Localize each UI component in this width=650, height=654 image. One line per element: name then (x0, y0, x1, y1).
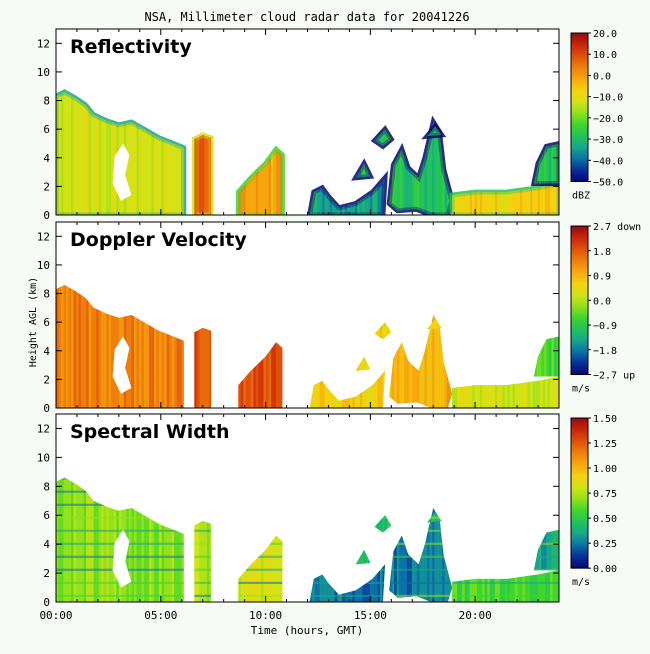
y-tick-label: 12 (37, 37, 50, 50)
figure-title: NSA, Millimeter cloud radar data for 200… (144, 10, 469, 24)
echo-texture (452, 376, 559, 408)
y-tick-label: 8 (43, 95, 50, 108)
y-tick-label: 0 (43, 402, 50, 415)
panel-title: Reflectivity (70, 36, 192, 58)
colorbar-tick-label: −20.0 (593, 114, 623, 125)
colorbar-unit: m/s (572, 384, 590, 395)
y-axis-label: Height AGL (km) (28, 277, 39, 367)
y-tick-label: 10 (37, 66, 50, 79)
colorbar-tick-label: −10.0 (593, 93, 623, 104)
y-tick-label: 0 (43, 209, 50, 222)
x-tick-label: 20:00 (459, 609, 492, 622)
colorbar-unit: dBZ (572, 191, 590, 202)
echo-texture (194, 521, 212, 602)
colorbar-tick-label: −0.9 (593, 321, 617, 332)
colorbar-tick-label: 1.25 (593, 439, 617, 450)
y-tick-label: 4 (43, 538, 50, 551)
colorbar (570, 225, 589, 376)
y-tick-label: 8 (43, 480, 50, 493)
colorbar-tick-label: −2.7 up (593, 371, 635, 382)
y-tick-label: 6 (43, 509, 50, 522)
colorbar-tick-label: 0.50 (593, 514, 617, 525)
panel-title: Spectral Width (70, 421, 230, 443)
y-tick-label: 12 (37, 230, 50, 243)
colorbar-tick-label: −50.0 (593, 178, 623, 189)
radar-panel-0: Reflectivity 0 2 4 6 8 10 12 20.0 10.0 0.0 −10.0 −20… (37, 28, 623, 222)
y-tick-label: 2 (43, 180, 50, 193)
colorbar-tick-label: 20.0 (593, 29, 617, 40)
x-tick-label: 15:00 (354, 609, 387, 622)
x-tick-label: 10:00 (249, 609, 282, 622)
echo-gap (112, 336, 132, 394)
colorbar-tick-label: 0.0 (593, 71, 611, 82)
x-tick-label: 05:00 (144, 609, 177, 622)
y-tick-label: 0 (43, 596, 50, 609)
echo-texture (194, 134, 212, 215)
colorbar-tick-label: 1.50 (593, 414, 617, 425)
y-tick-label: 2 (43, 567, 50, 580)
y-tick-label: 4 (43, 345, 50, 358)
colorbar-tick-label: 1.8 (593, 247, 611, 258)
echo-texture (452, 570, 559, 602)
y-tick-label: 10 (37, 451, 50, 464)
radar-panel-2: Spectral Width 0 2 4 6 8 10 12 00:00 05:00 10:00 15… (37, 413, 617, 622)
radar-panel-1: Doppler Velocity 0 2 4 6 8 10 12 2.7 down 1.8 0.9 0… (37, 221, 641, 415)
echo-layer (56, 89, 559, 215)
colorbar-tick-label: 0.0 (593, 296, 611, 307)
echo-texture (56, 285, 184, 408)
colorbar-unit: m/s (572, 577, 590, 588)
y-tick-label: 4 (43, 152, 50, 165)
y-tick-label: 8 (43, 288, 50, 301)
x-tick-label: 00:00 (39, 609, 72, 622)
colorbar-tick-label: 0.9 (593, 272, 611, 283)
panel-title: Doppler Velocity (70, 229, 247, 251)
y-tick-label: 6 (43, 316, 50, 329)
y-tick-label: 2 (43, 373, 50, 386)
colorbar-tick-label: −1.8 (593, 346, 617, 357)
colorbar-tick-label: 1.00 (593, 464, 617, 475)
echo-texture (452, 183, 559, 215)
echo-texture (238, 342, 283, 408)
echo-gap (112, 143, 132, 201)
colorbar-tick-label: 0.00 (593, 564, 617, 575)
colorbar (570, 417, 589, 569)
colorbar-tick-label: −40.0 (593, 156, 623, 167)
colorbar-tick-label: 10.0 (593, 50, 617, 61)
colorbar-tick-label: 0.75 (593, 489, 617, 500)
y-tick-label: 10 (37, 259, 50, 272)
echo-layer (56, 477, 559, 602)
colorbar (570, 32, 589, 183)
echo-gap (112, 529, 132, 588)
y-tick-label: 12 (37, 422, 50, 435)
echo-texture (194, 327, 212, 408)
y-tick-label: 6 (43, 123, 50, 136)
colorbar-tick-label: −30.0 (593, 135, 623, 146)
colorbar-tick-label: 2.7 down (593, 222, 641, 233)
x-axis-label: Time (hours, GMT) (251, 624, 364, 637)
colorbar-tick-label: 0.25 (593, 539, 617, 550)
